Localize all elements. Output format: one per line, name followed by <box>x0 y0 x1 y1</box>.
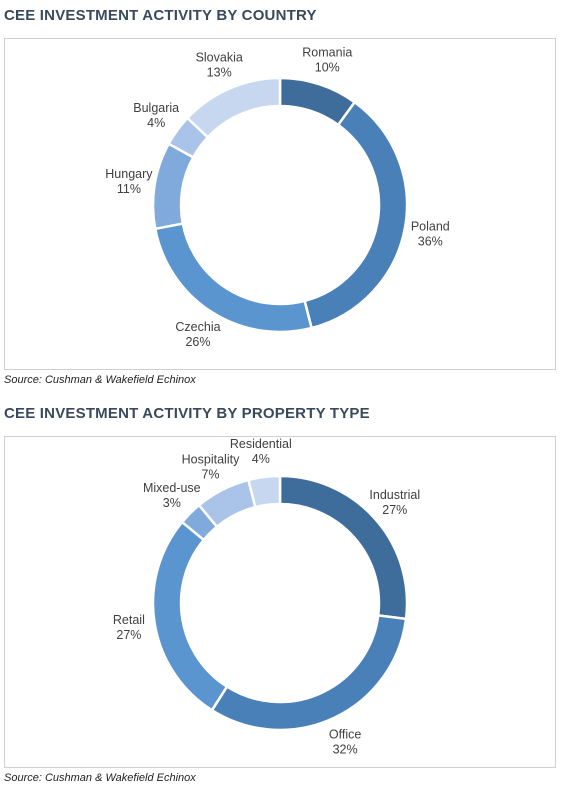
slice-label-retail: Retail <box>113 613 145 627</box>
slice-label-hungary: Hungary <box>105 167 153 181</box>
slice-czechia <box>153 222 314 334</box>
slice-poland <box>303 100 409 330</box>
slice-label-poland: Poland <box>411 220 450 234</box>
slice-hungary <box>151 142 195 231</box>
slice-label-czechia: Czechia <box>175 320 220 334</box>
chart-2-source: Source: Cushman & Wakefield Echinox <box>4 772 196 784</box>
slice-value-residential: 4% <box>252 452 270 466</box>
slice-value-slovakia: 13% <box>207 66 232 80</box>
slice-label-mixed-use: Mixed-use <box>143 481 201 495</box>
data-label-romania: Romania 10% <box>302 46 352 75</box>
slice-value-romania: 10% <box>315 61 340 75</box>
data-label-industrial: Industrial 27% <box>369 488 420 517</box>
data-label-slovakia: Slovakia 13% <box>196 51 243 80</box>
data-label-hospitality: Hospitality 7% <box>182 453 240 482</box>
data-label-hungary: Hungary 11% <box>105 167 153 196</box>
data-label-mixed-use: Mixed-use 3% <box>143 481 201 510</box>
data-label-residential: Residential 4% <box>230 437 292 466</box>
slice-label-bulgaria: Bulgaria <box>133 101 179 115</box>
slice-value-retail: 27% <box>116 628 141 642</box>
chart-1-panel: Romania 10% Poland 36% Czechia 26% Hungary 11% B… <box>4 38 556 370</box>
slice-label-hospitality: Hospitality <box>182 453 240 467</box>
slice-label-industrial: Industrial <box>369 488 420 502</box>
chart-1-title: CEE INVESTMENT ACTIVITY BY COUNTRY <box>4 7 317 24</box>
data-label-retail: Retail 27% <box>113 613 145 642</box>
slice-value-bulgaria: 4% <box>147 116 165 130</box>
slice-value-poland: 36% <box>418 235 443 249</box>
slice-label-office: Office <box>329 727 361 741</box>
slice-office <box>210 614 408 732</box>
slice-slovakia <box>185 76 282 139</box>
data-label-czechia: Czechia 26% <box>175 320 220 349</box>
data-label-bulgaria: Bulgaria 4% <box>133 101 179 130</box>
data-label-office: Office 32% <box>329 727 361 756</box>
slice-value-czechia: 26% <box>185 335 210 349</box>
slice-value-mixed-use: 3% <box>163 496 181 510</box>
slice-label-romania: Romania <box>302 46 352 60</box>
slice-value-hungary: 11% <box>117 182 141 196</box>
slice-value-industrial: 27% <box>382 503 407 517</box>
slice-label-slovakia: Slovakia <box>196 51 243 65</box>
chart-2-panel: Industrial 27% Office 32% Retail 27% Mixed-use… <box>4 436 556 768</box>
data-label-poland: Poland 36% <box>411 220 450 249</box>
slice-value-hospitality: 7% <box>201 468 219 482</box>
chart-2-title: CEE INVESTMENT ACTIVITY BY PROPERTY TYPE <box>4 405 370 422</box>
slice-value-office: 32% <box>333 742 358 756</box>
slice-residential <box>246 474 282 509</box>
property-type-donut-chart: Industrial 27%Office 32%Retail 27%Mixed-use… <box>113 437 420 756</box>
slice-retail <box>151 520 229 712</box>
slice-label-residential: Residential <box>230 437 292 451</box>
chart-1-source: Source: Cushman & Wakefield Echinox <box>4 374 196 386</box>
country-donut-chart: Romania 10% Poland 36% Czechia 26% Hungary 11% B… <box>105 46 450 350</box>
